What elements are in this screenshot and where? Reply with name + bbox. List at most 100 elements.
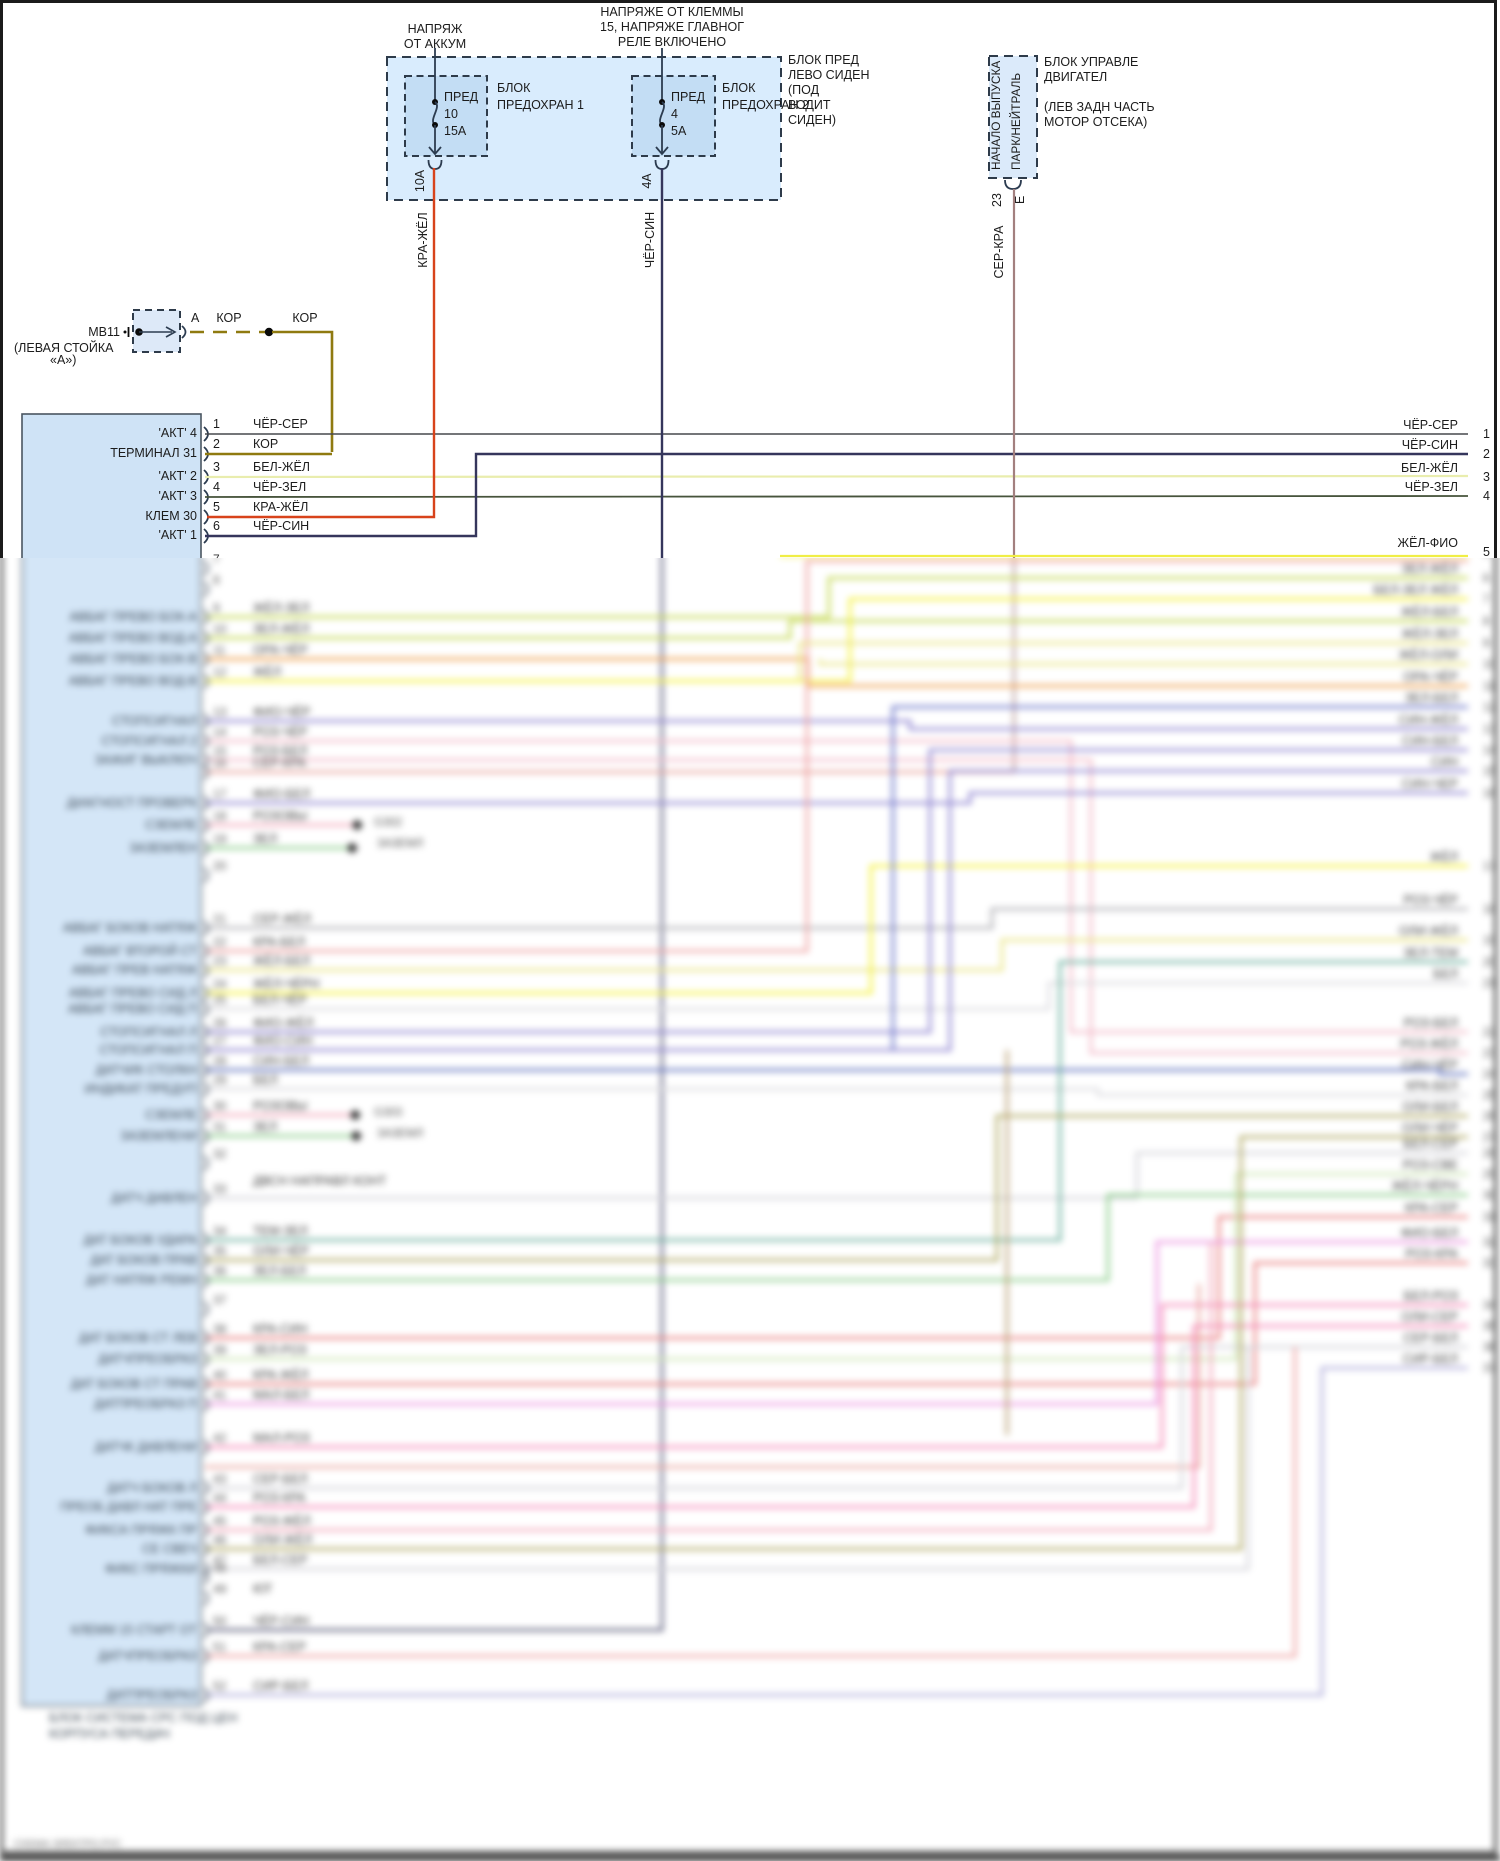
svg-text:БЕЛ: БЕЛ <box>1433 967 1458 981</box>
svg-text:'АКТ' 2: 'АКТ' 2 <box>159 469 198 483</box>
svg-text:ВОДИТ: ВОДИТ <box>788 98 831 112</box>
svg-text:ФИО-БЕЛ: ФИО-БЕЛ <box>1401 1226 1458 1240</box>
svg-text:48: 48 <box>213 1561 227 1575</box>
svg-text:36: 36 <box>1483 1340 1497 1354</box>
svg-text:ЧЁР-СИН: ЧЁР-СИН <box>253 1614 309 1628</box>
svg-text:52: 52 <box>213 1679 227 1693</box>
svg-text:ЮТ: ЮТ <box>253 1582 273 1596</box>
svg-text:СЕР-ЖЁЛ: СЕР-ЖЁЛ <box>253 912 311 926</box>
svg-text:40: 40 <box>213 1368 227 1382</box>
svg-text:БЛОК УПРАВЛЕ: БЛОК УПРАВЛЕ <box>1044 55 1138 69</box>
svg-text:13: 13 <box>1483 722 1497 736</box>
svg-text:КРА-СЕР: КРА-СЕР <box>1405 1201 1458 1215</box>
svg-text:25: 25 <box>1483 1088 1497 1102</box>
svg-text:КРА-ЖЁЛ: КРА-ЖЁЛ <box>253 1368 308 1382</box>
svg-text:ЖЁЛ-ЗЕЛ: ЖЁЛ-ЗЕЛ <box>1402 627 1458 641</box>
svg-text:ОЛИ-ЧЁР: ОЛИ-ЧЁР <box>1402 1121 1458 1135</box>
svg-text:43: 43 <box>213 1472 227 1486</box>
svg-text:ПРЕДОХРАН 1: ПРЕДОХРАН 1 <box>497 98 584 112</box>
svg-text:РОЗ-БЕЛ: РОЗ-БЕЛ <box>253 744 307 758</box>
svg-text:ФИКСА ПРЯЖК ПР: ФИКСА ПРЯЖК ПР <box>85 1523 197 1537</box>
svg-text:26: 26 <box>213 1016 227 1030</box>
svg-text:(ПОД: (ПОД <box>788 83 820 97</box>
svg-text:КОР: КОР <box>292 311 317 325</box>
svg-text:СИН-БЕЛ: СИН-БЕЛ <box>1402 734 1458 748</box>
svg-text:30: 30 <box>1483 1188 1497 1202</box>
svg-text:28: 28 <box>1483 1146 1497 1160</box>
svg-text:'АКТ' 4: 'АКТ' 4 <box>159 426 198 440</box>
svg-text:33: 33 <box>213 1182 227 1196</box>
svg-text:РЕЛЕ ВКЛЮЧЕНО: РЕЛЕ ВКЛЮЧЕНО <box>618 35 726 49</box>
svg-text:4: 4 <box>1483 489 1490 503</box>
svg-text:А: А <box>191 311 200 325</box>
svg-text:46: 46 <box>213 1533 227 1547</box>
svg-text:11: 11 <box>213 643 226 657</box>
svg-text:ДАТ БОКОВ ПРАВ: ДАТ БОКОВ ПРАВ <box>90 1253 197 1267</box>
svg-text:23: 23 <box>990 193 1004 207</box>
svg-text:38: 38 <box>213 1322 227 1336</box>
svg-text:СИР-БЕЛ: СИР-БЕЛ <box>1403 1352 1458 1366</box>
svg-text:РОЗ-БЕЛ: РОЗ-БЕЛ <box>1404 1016 1458 1030</box>
svg-text:КЛЕММ 15 СТАРТ ОТ: КЛЕММ 15 СТАРТ ОТ <box>71 1623 197 1637</box>
svg-text:РОЗ-ЖЁЛ: РОЗ-ЖЁЛ <box>253 1514 311 1528</box>
svg-text:26: 26 <box>1483 1109 1497 1123</box>
svg-text:СЗЕМЛЕ: СЗЕМЛЕ <box>145 1108 197 1122</box>
svg-text:ЛЕВО СИДЕН: ЛЕВО СИДЕН <box>788 68 870 82</box>
svg-text:ЗАЗЕМЛ: ЗАЗЕМЛ <box>377 1128 423 1140</box>
svg-text:31: 31 <box>213 1120 227 1134</box>
svg-text:ТЕМ-ЗЕЛ: ТЕМ-ЗЕЛ <box>253 1224 308 1238</box>
svg-text:21: 21 <box>213 912 227 926</box>
svg-text:22: 22 <box>1483 1025 1497 1039</box>
svg-text:БЕЛ-СЕР: БЕЛ-СЕР <box>1403 1137 1458 1151</box>
svg-text:'АКТ' 3: 'АКТ' 3 <box>159 489 198 503</box>
svg-text:31: 31 <box>1483 1210 1497 1224</box>
svg-text:БЕЛ-ЧЁР: БЕЛ-ЧЁР <box>253 993 307 1007</box>
svg-text:КРА-БЕЛ: КРА-БЕЛ <box>253 935 305 949</box>
svg-text:ФИКС ПРЯЖКИ: ФИКС ПРЯЖКИ <box>105 1562 197 1576</box>
svg-text:КЛЕМ 30: КЛЕМ 30 <box>145 509 197 523</box>
svg-text:АВБАГ ВТОРОЙ СТ: АВБАГ ВТОРОЙ СТ <box>83 943 197 958</box>
svg-text:42: 42 <box>213 1431 227 1445</box>
svg-text:1: 1 <box>1483 427 1490 441</box>
svg-text:БЕЛ-СЕР: БЕЛ-СЕР <box>253 1553 308 1567</box>
svg-text:Е: Е <box>1013 196 1027 204</box>
svg-text:СЕ СВЕЧ: СЕ СВЕЧ <box>142 1542 197 1556</box>
svg-text:34: 34 <box>1483 1298 1497 1312</box>
svg-text:ФИО-ЧЁР: ФИО-ЧЁР <box>253 705 310 719</box>
svg-text:АВБАГ ПРЕВО ВОД-В: АВБАГ ПРЕВО ВОД-В <box>69 674 197 688</box>
svg-text:ЧЁР-СЕР: ЧЁР-СЕР <box>253 417 308 431</box>
svg-text:5: 5 <box>1483 545 1490 559</box>
svg-text:51: 51 <box>213 1640 227 1654</box>
svg-text:ПАРК/НЕЙТРАЛЬ: ПАРК/НЕЙТРАЛЬ <box>1009 73 1023 170</box>
svg-text:КОР: КОР <box>253 437 278 451</box>
svg-text:35: 35 <box>213 1244 227 1258</box>
svg-text:9: 9 <box>213 601 220 615</box>
svg-text:РОЗОВЫ: РОЗОВЫ <box>253 809 307 823</box>
svg-text:12: 12 <box>213 665 227 679</box>
svg-text:ОЛИ-ЖЁЛ: ОЛИ-ЖЁЛ <box>1399 924 1458 938</box>
svg-text:ОЛИ-БЕЛ: ОЛИ-БЕЛ <box>1402 1100 1458 1114</box>
svg-text:БЕЛ-ЖЁЛ: БЕЛ-ЖЁЛ <box>253 460 310 474</box>
svg-text:10: 10 <box>1483 657 1497 671</box>
svg-text:ЗАЖИГ ВЫКЛЮЧ: ЗАЖИГ ВЫКЛЮЧ <box>95 753 197 767</box>
svg-text:ФИО-СИН: ФИО-СИН <box>253 1034 312 1048</box>
svg-text:ЖЁЛ-БЕЛ: ЖЁЛ-БЕЛ <box>253 954 310 968</box>
svg-text:ДИАГНОСТ ПРОВЕРК: ДИАГНОСТ ПРОВЕРК <box>67 796 198 810</box>
svg-text:7: 7 <box>213 552 220 566</box>
svg-text:23: 23 <box>213 954 227 968</box>
svg-text:ФИО-ЖЁЛ: ФИО-ЖЁЛ <box>253 1016 313 1030</box>
svg-text:ОЛИ-ЧЁР: ОЛИ-ЧЁР <box>253 1244 309 1258</box>
svg-text:49: 49 <box>213 1582 227 1596</box>
svg-text:НАПРЯЖ: НАПРЯЖ <box>408 22 463 36</box>
svg-text:СИН-ЧЁР: СИН-ЧЁР <box>1402 1058 1458 1072</box>
svg-text:ЖЁЛ-ОЛИ: ЖЁЛ-ОЛИ <box>1399 648 1458 662</box>
svg-text:24: 24 <box>1483 1067 1497 1081</box>
svg-text:ЧЁР-ЗЕЛ: ЧЁР-ЗЕЛ <box>253 480 306 494</box>
svg-text:ЧЁР-СИН: ЧЁР-СИН <box>1402 438 1458 452</box>
svg-text:27: 27 <box>1483 1130 1497 1144</box>
svg-text:СИН: СИН <box>1431 755 1458 769</box>
svg-text:БЕЛ-ЖЁЛ: БЕЛ-ЖЁЛ <box>1401 461 1458 475</box>
svg-text:КОР: КОР <box>216 311 241 325</box>
svg-text:КРА-СИН: КРА-СИН <box>253 1322 307 1336</box>
svg-text:СТОПСИГНАЛ: СТОПСИГНАЛ <box>112 714 197 728</box>
